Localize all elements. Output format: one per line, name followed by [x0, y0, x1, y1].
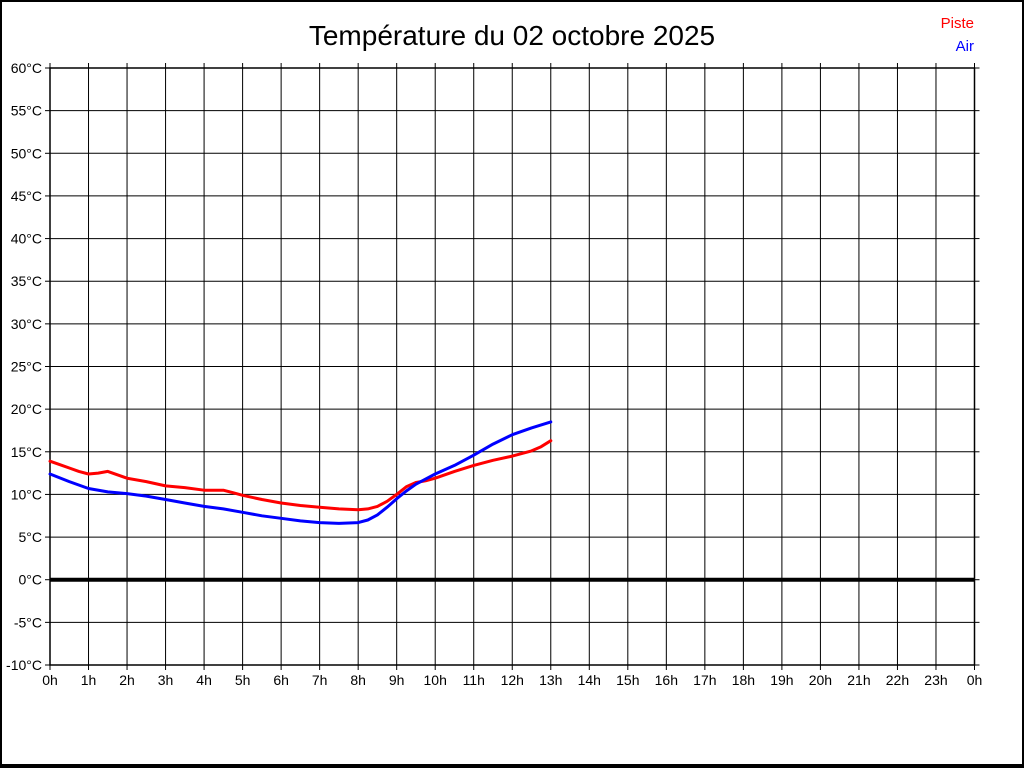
y-tick-label: 35°C [11, 273, 42, 289]
series-line-piste [48, 439, 553, 512]
x-tick-label: 19h [770, 672, 793, 688]
x-tick-label: 0h [42, 672, 58, 688]
x-tick-label: 15h [616, 672, 639, 688]
legend-item-piste: Piste [940, 15, 974, 32]
x-tick-label: 23h [924, 672, 947, 688]
x-tick-label: 9h [389, 672, 405, 688]
x-tick-label: 1h [81, 672, 97, 688]
x-tick-label: 0h [967, 672, 983, 688]
x-tick-label: 2h [119, 672, 135, 688]
x-tick-label: 3h [158, 672, 174, 688]
series-line-air [48, 420, 553, 525]
x-tick-label: 17h [693, 672, 716, 688]
x-tick-label: 11h [463, 672, 485, 688]
chart-title: Température du 02 octobre 2025 [308, 20, 716, 51]
legend-item-air: Air [955, 38, 974, 55]
y-tick-label: 25°C [11, 359, 42, 375]
y-tick-label: 0°C [19, 572, 43, 588]
y-tick-label: 15°C [11, 444, 42, 460]
y-tick-label: 40°C [11, 231, 42, 247]
chart-legend: Piste Air [941, 12, 974, 58]
x-tick-label: 4h [196, 672, 212, 688]
x-tick-label: 20h [809, 672, 832, 688]
y-tick-label: -5°C [14, 614, 42, 630]
y-tick-label: 5°C [19, 529, 43, 545]
x-tick-label: 8h [350, 672, 366, 688]
x-tick-label: 22h [886, 672, 909, 688]
x-tick-label: 16h [655, 672, 678, 688]
y-tick-label: 20°C [11, 401, 42, 417]
y-tick-label: 10°C [11, 486, 42, 502]
y-tick-label: 60°C [11, 60, 42, 76]
y-tick-label: 30°C [11, 316, 42, 332]
x-tick-label: 18h [732, 672, 755, 688]
x-tick-label: 12h [501, 672, 524, 688]
x-tick-label: 7h [312, 672, 328, 688]
x-tick-label: 14h [578, 672, 601, 688]
x-tick-label: 13h [539, 672, 562, 688]
y-tick-label: 50°C [11, 145, 42, 161]
x-tick-label: 10h [424, 672, 447, 688]
x-tick-label: 5h [235, 672, 251, 688]
y-tick-label: 55°C [11, 103, 42, 119]
x-tick-label: 6h [273, 672, 289, 688]
y-tick-label: -10°C [6, 657, 42, 673]
x-tick-label: 21h [847, 672, 870, 688]
y-tick-label: 45°C [11, 188, 42, 204]
